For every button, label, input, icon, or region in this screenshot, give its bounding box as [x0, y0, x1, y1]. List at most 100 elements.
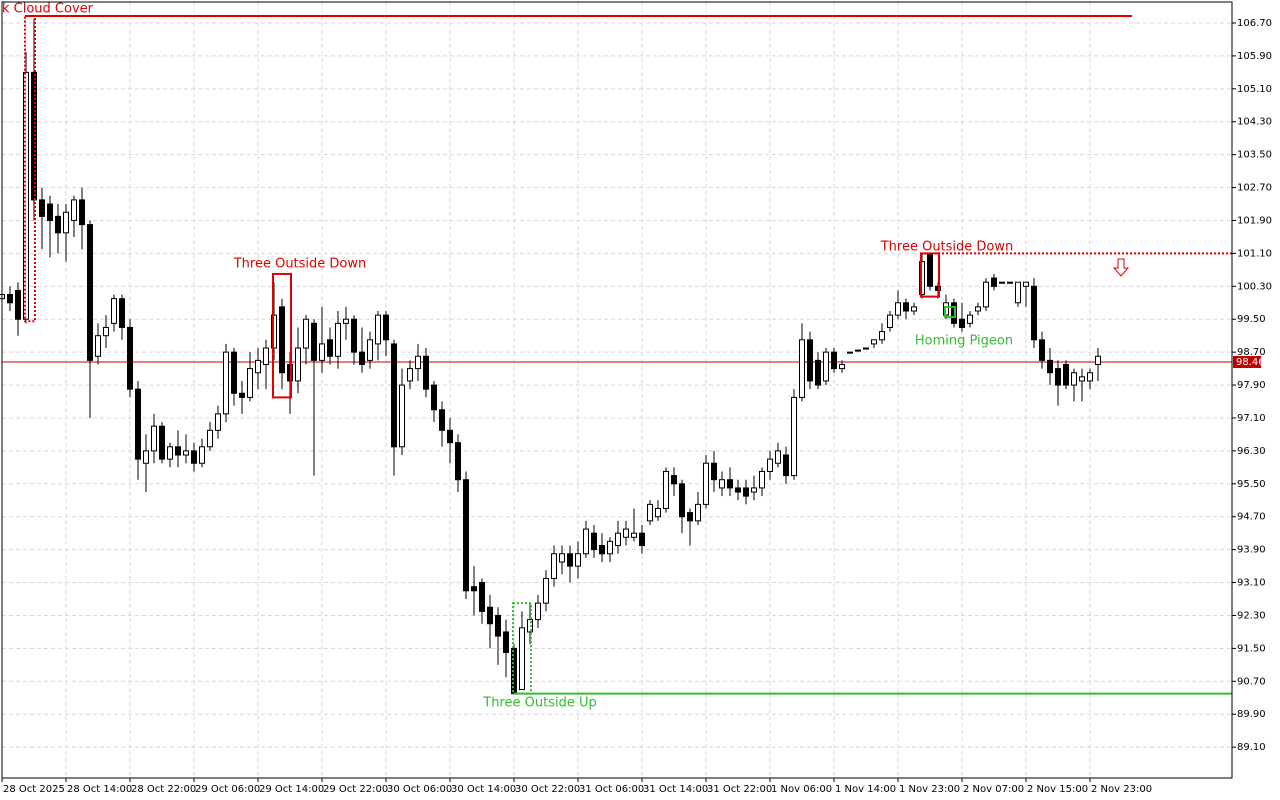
candle-body — [159, 425, 165, 460]
x-tick-label: 31 Oct 06:00 — [579, 784, 644, 795]
candle-body — [967, 314, 973, 324]
candle-body — [351, 318, 357, 353]
candle-body — [399, 384, 405, 448]
candle-body — [991, 277, 997, 287]
x-tick-label: 1 Nov 06:00 — [771, 784, 832, 795]
candle-body — [303, 318, 309, 349]
candle-body — [71, 199, 77, 221]
candle-body — [311, 322, 317, 361]
candle-body — [775, 450, 781, 464]
candle-body — [879, 331, 885, 341]
candle-body — [727, 479, 733, 489]
candle-body — [15, 289, 21, 320]
candle-body — [431, 384, 437, 411]
y-tick-label: 105.10 — [1237, 84, 1272, 95]
pattern-box — [944, 305, 956, 319]
candle-body — [543, 577, 549, 604]
candle-body — [647, 503, 653, 522]
candle-body — [927, 252, 933, 287]
candle-body — [871, 339, 877, 345]
candle-body — [623, 528, 629, 538]
candle-body — [1007, 281, 1013, 284]
candle-body — [847, 351, 853, 354]
y-tick-label: 89.10 — [1237, 742, 1266, 753]
candle-body — [263, 347, 269, 365]
candle-body — [111, 298, 117, 324]
candle-body — [719, 479, 725, 489]
candle-body — [887, 314, 893, 328]
sell-arrow — [1112, 258, 1130, 277]
candle-body — [495, 614, 501, 637]
y-tick-label: 93.90 — [1237, 545, 1266, 556]
x-tick-label: 2 Nov 23:00 — [1091, 784, 1152, 795]
x-tick-label: 2 Nov 15:00 — [1027, 784, 1088, 795]
candle-body — [959, 318, 965, 328]
y-tick-label: 101.90 — [1237, 215, 1272, 226]
candle-body — [463, 479, 469, 592]
x-tick-label: 2 Nov 07:00 — [963, 784, 1024, 795]
candle-body — [335, 322, 341, 357]
candle-body — [95, 335, 101, 357]
candle-body — [87, 224, 93, 361]
y-tick-label: 106.70 — [1237, 18, 1272, 29]
candle-body — [671, 475, 677, 485]
candle-body — [343, 318, 349, 324]
candle-body — [895, 302, 901, 316]
candle-body — [799, 339, 805, 398]
candle-body — [215, 413, 221, 431]
candle-body — [47, 203, 53, 221]
candle-body — [415, 355, 421, 370]
candle-body — [567, 553, 573, 567]
candle-body — [327, 339, 333, 357]
y-tick-label: 97.90 — [1237, 380, 1266, 391]
candle-body — [1055, 368, 1061, 386]
y-tick-label: 98.70 — [1237, 347, 1266, 358]
candle-body — [1023, 281, 1029, 287]
candle-body — [583, 528, 589, 555]
candle-body — [391, 343, 397, 448]
candle-body — [679, 483, 685, 518]
candle-body — [999, 281, 1005, 284]
candle-body — [23, 71, 29, 320]
candle-body — [687, 512, 693, 522]
y-tick-label: 105.90 — [1237, 51, 1272, 62]
x-tick-label: 30 Oct 22:00 — [515, 784, 580, 795]
candle-body — [551, 553, 557, 579]
candle-body — [1079, 376, 1085, 382]
y-tick-label: 104.30 — [1237, 117, 1272, 128]
x-tick-label: 30 Oct 14:00 — [451, 784, 516, 795]
candle-body — [247, 368, 253, 398]
candle-body — [607, 540, 613, 555]
candle-body — [815, 359, 821, 386]
y-tick-label: 101.10 — [1237, 248, 1272, 259]
candle-body — [735, 487, 741, 493]
candle-body — [143, 450, 149, 464]
candle-body — [231, 351, 237, 394]
candle-body — [479, 582, 485, 612]
candle-body — [1095, 355, 1101, 365]
pattern-label: Homing Pigeon — [915, 334, 1013, 349]
candle-body — [575, 553, 581, 567]
candle-body — [503, 631, 509, 654]
candle-body — [1039, 339, 1045, 361]
candle-body — [471, 586, 477, 592]
x-tick-label: 28 Oct 2025 — [3, 784, 65, 795]
y-tick-label: 90.70 — [1237, 676, 1266, 687]
candle-body — [223, 351, 229, 415]
candle-body — [103, 326, 109, 337]
candle-body — [279, 306, 285, 374]
x-tick-label: 31 Oct 22:00 — [707, 784, 772, 795]
candle-body — [1015, 281, 1021, 304]
y-tick-label: 96.30 — [1237, 446, 1266, 457]
candle-body — [655, 507, 661, 518]
candle-body — [447, 429, 453, 444]
candle-body — [759, 470, 765, 489]
candle-body — [319, 343, 325, 361]
y-tick-label: 97.10 — [1237, 413, 1266, 424]
candle-body — [983, 281, 989, 308]
candle-body — [199, 446, 205, 464]
pattern-label: Three Outside Down — [233, 257, 367, 272]
x-tick-label: 30 Oct 06:00 — [387, 784, 452, 795]
pattern-label: Three Outside Down — [880, 240, 1014, 255]
